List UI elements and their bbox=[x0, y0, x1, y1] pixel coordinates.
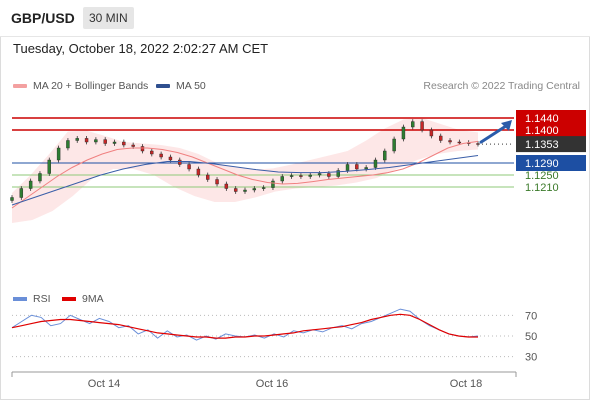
candle-body bbox=[401, 126, 406, 140]
candle-body bbox=[327, 173, 331, 177]
legend-rsi-ma-label: 9MA bbox=[82, 293, 104, 305]
candle-body bbox=[411, 121, 415, 128]
candle-body bbox=[38, 173, 42, 182]
x-tick-oct-16: Oct 16 bbox=[256, 378, 288, 390]
candle-body bbox=[10, 197, 14, 201]
candle-body bbox=[94, 139, 98, 143]
level-label-1.1353: 1.1353 bbox=[525, 139, 559, 151]
candle-body bbox=[383, 150, 387, 161]
legend-rsi: RSI bbox=[13, 293, 51, 305]
candle-body bbox=[420, 121, 424, 131]
ma20-swatch bbox=[13, 84, 27, 89]
rsi-line bbox=[11, 308, 479, 341]
candle-body bbox=[252, 188, 257, 191]
candle-body bbox=[168, 156, 173, 161]
candle-body bbox=[355, 164, 359, 170]
candle-body bbox=[215, 179, 219, 185]
candle-body bbox=[187, 164, 191, 170]
candle-body bbox=[28, 180, 33, 189]
legend-ma50-label: MA 50 bbox=[176, 80, 206, 92]
arrow-head bbox=[501, 120, 512, 131]
candle-body bbox=[289, 175, 294, 177]
rsi-tick-50: 50 bbox=[525, 331, 537, 343]
candle-body bbox=[112, 141, 117, 144]
legend-ma20: MA 20 + Bollinger Bands bbox=[13, 80, 148, 92]
candle-body bbox=[439, 135, 443, 141]
candle-body bbox=[392, 138, 396, 152]
candle-body bbox=[373, 159, 378, 168]
candle-body bbox=[140, 146, 145, 152]
level-badge-1.1290 bbox=[516, 155, 586, 171]
rsi-tick-70: 70 bbox=[525, 310, 537, 322]
rsi-swatch bbox=[13, 297, 27, 302]
candle-body bbox=[47, 159, 51, 174]
interval-button[interactable]: 30 MIN bbox=[83, 7, 134, 29]
chart-header: GBP/USD 30 MIN bbox=[0, 0, 590, 37]
ma50-line bbox=[11, 155, 479, 206]
legend-rsi-ma: 9MA bbox=[62, 293, 104, 305]
candle-body bbox=[429, 129, 434, 137]
candle-body bbox=[457, 141, 462, 144]
level-label-1.1400: 1.1400 bbox=[525, 125, 559, 137]
candle-body bbox=[84, 138, 89, 143]
candle-body bbox=[159, 153, 163, 158]
x-tick-oct-14: Oct 14 bbox=[88, 378, 120, 390]
level-label-1.1290: 1.1290 bbox=[525, 158, 559, 170]
candle-body bbox=[271, 180, 275, 188]
candle-body bbox=[317, 173, 322, 176]
candle-body bbox=[261, 187, 266, 189]
candle-body bbox=[280, 176, 284, 182]
candle-body bbox=[19, 188, 24, 198]
level-badge-1.1353 bbox=[516, 136, 586, 153]
candle-body bbox=[66, 140, 70, 149]
candle-body bbox=[103, 139, 107, 144]
level-badge-1.1400 bbox=[516, 122, 586, 138]
candle-body bbox=[131, 144, 135, 147]
arrow-shaft bbox=[479, 124, 508, 144]
candle-body bbox=[233, 188, 238, 192]
candle-body bbox=[243, 189, 247, 192]
symbol-label: GBP/USD bbox=[11, 10, 75, 26]
candle-body bbox=[178, 159, 182, 165]
candle-body bbox=[345, 164, 350, 171]
legend-ma50: MA 50 bbox=[156, 80, 206, 92]
rsi-tick-30: 30 bbox=[525, 352, 537, 364]
candle-body bbox=[299, 175, 303, 177]
candle-body bbox=[75, 138, 79, 141]
candle-body bbox=[150, 150, 154, 155]
candle-body bbox=[206, 174, 210, 180]
level-label-1.1250: 1.1250 bbox=[525, 170, 559, 182]
rsi-ma-line bbox=[11, 313, 478, 339]
ma50-swatch bbox=[156, 84, 170, 89]
candle-body bbox=[336, 170, 340, 177]
datetime-label: Tuesday, October 18, 2022 2:02:27 AM CET bbox=[13, 41, 269, 56]
bollinger-band-area bbox=[12, 118, 478, 223]
candle-body bbox=[224, 183, 229, 189]
ma20-line bbox=[11, 140, 479, 209]
legend-ma20-label: MA 20 + Bollinger Bands bbox=[33, 80, 149, 92]
candle-body bbox=[56, 147, 61, 161]
candle-body bbox=[196, 168, 201, 176]
legend-rsi-label: RSI bbox=[33, 293, 51, 305]
candle-body bbox=[308, 174, 312, 177]
rsi-ma-swatch bbox=[62, 297, 76, 302]
candle-body bbox=[364, 167, 368, 170]
x-tick-oct-18: Oct 18 bbox=[450, 378, 482, 390]
candle-body bbox=[448, 140, 452, 143]
candle-body bbox=[122, 141, 126, 146]
level-label-1.1210: 1.1210 bbox=[525, 182, 559, 194]
credit-label: Research © 2022 Trading Central bbox=[423, 80, 580, 92]
